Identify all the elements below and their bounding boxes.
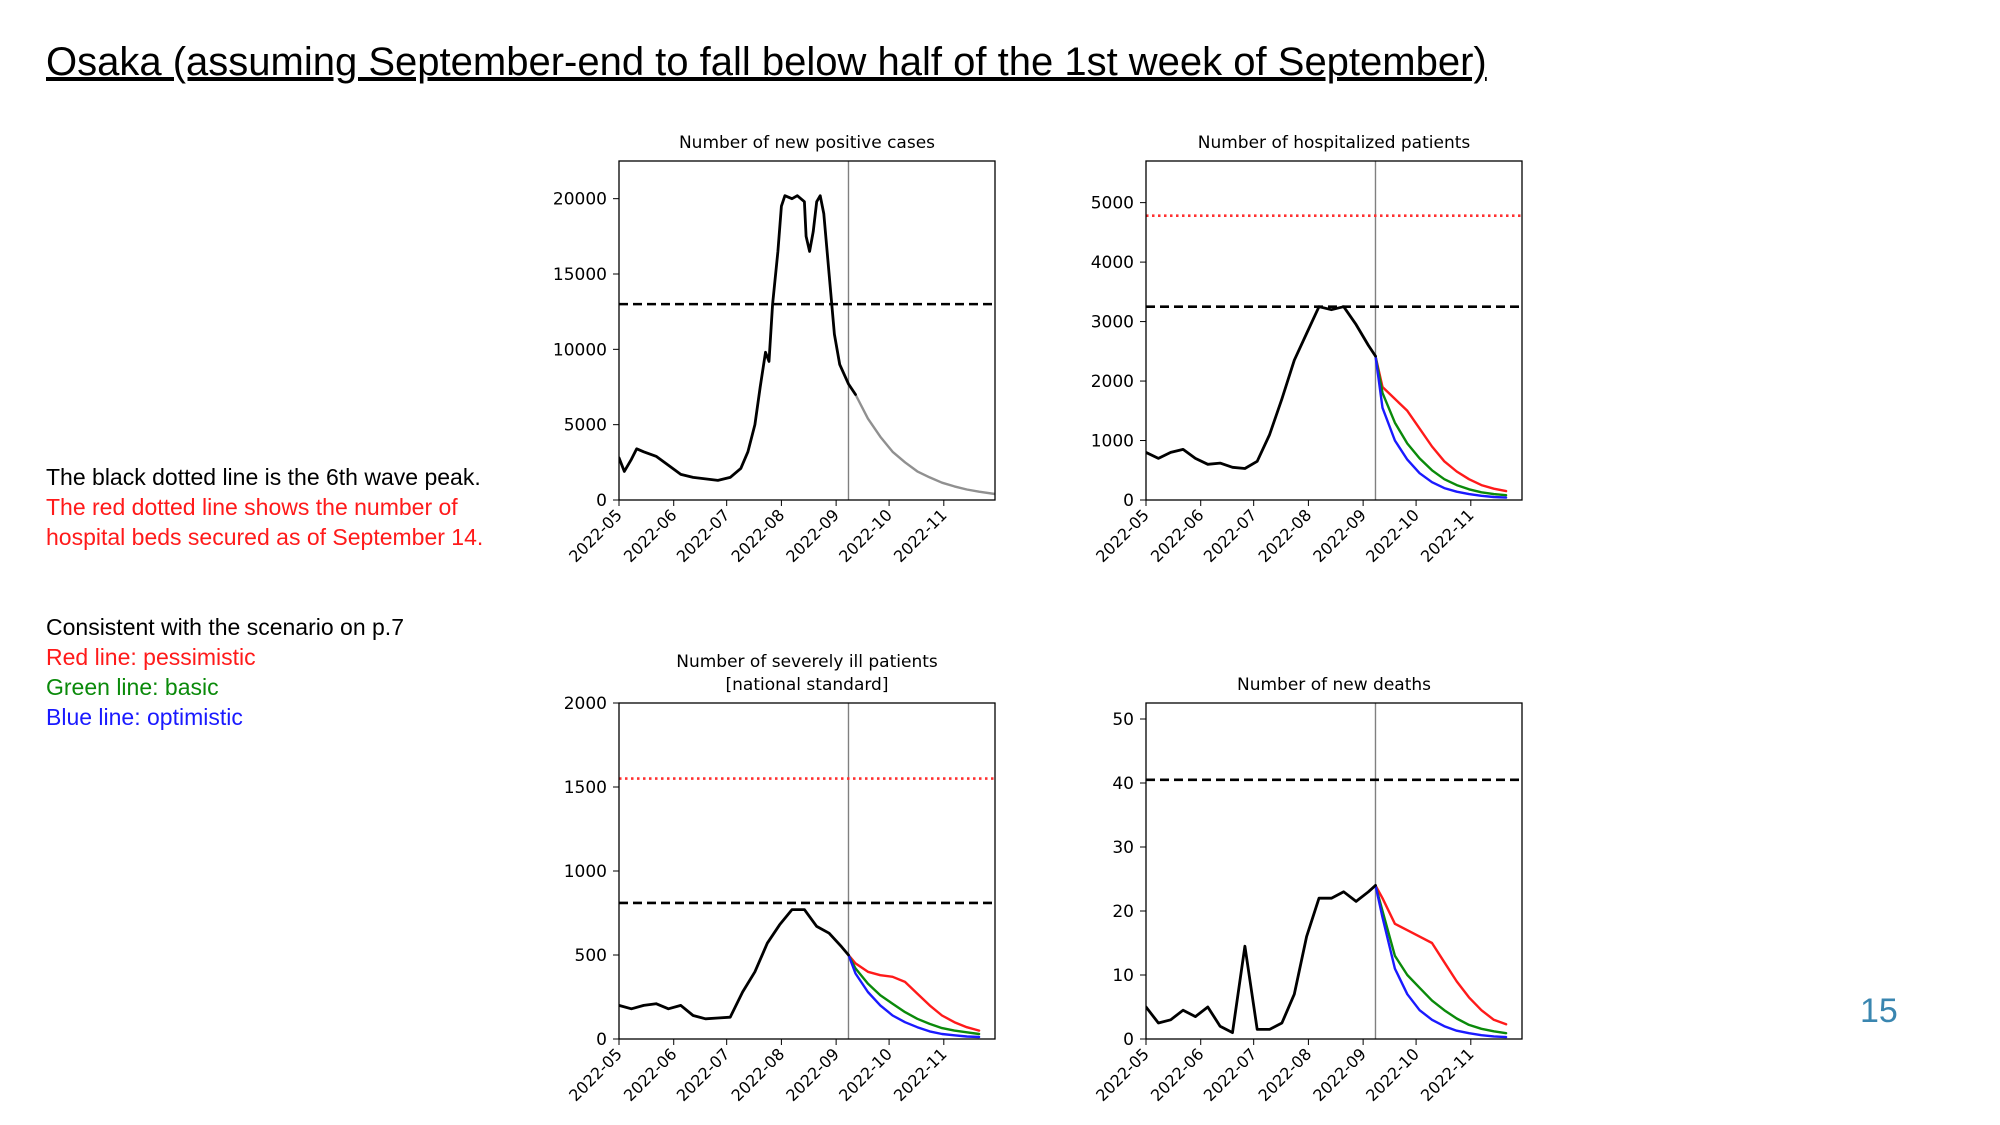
y-tick-label: 3000 <box>1091 313 1134 333</box>
y-tick-label: 0 <box>1123 491 1134 511</box>
x-tick-label: 2022-09 <box>1309 1044 1370 1105</box>
page-number: 15 <box>1860 992 1898 1030</box>
y-tick-label: 10 <box>1112 966 1134 986</box>
y-tick-label: 20000 <box>553 190 607 210</box>
y-tick-label: 10000 <box>553 340 607 360</box>
plot-area <box>1146 161 1522 500</box>
y-tick-label: 5000 <box>1091 194 1134 214</box>
peak-line-legend-note: The black dotted line is the 6th wave pe… <box>46 462 483 552</box>
scenario-legend-note: Consistent with the scenario on p.7 Red … <box>46 612 404 732</box>
beds-note-line-2: hospital beds secured as of September 14… <box>46 524 484 550</box>
y-tick-label: 40 <box>1112 774 1134 794</box>
x-tick-label: 2022-06 <box>1147 1044 1208 1105</box>
y-tick-label: 5000 <box>564 416 607 436</box>
plot-area <box>619 161 995 500</box>
y-tick-label: 20 <box>1112 902 1134 922</box>
scenario-optimistic-label: Blue line: optimistic <box>46 704 243 730</box>
y-tick-label: 4000 <box>1091 253 1134 273</box>
chart-title: Number of new deaths <box>1237 675 1431 695</box>
y-tick-label: 1000 <box>564 862 607 882</box>
x-tick-label: 2022-08 <box>1255 1044 1316 1105</box>
y-tick-label: 500 <box>575 946 607 966</box>
y-tick-label: 0 <box>596 1030 607 1050</box>
y-tick-label: 0 <box>1123 1030 1134 1050</box>
plot-frame <box>1145 160 1523 501</box>
y-tick-label: 2000 <box>564 694 607 714</box>
series-line-basic <box>847 953 981 1036</box>
y-tick-label: 1500 <box>564 778 607 798</box>
series-line-observed <box>619 194 857 482</box>
peak-note-line-1: The black dotted line is the 6th wave pe… <box>46 464 481 490</box>
series-line-observed <box>1146 305 1377 470</box>
series-line-pessimistic <box>1374 354 1508 493</box>
y-tick-label: 30 <box>1112 838 1134 858</box>
chart-title: Number of new positive cases <box>679 133 935 153</box>
y-tick-label: 2000 <box>1091 372 1134 392</box>
series-line-basic <box>1374 354 1508 497</box>
plot-frame <box>1145 702 1523 1040</box>
series-line-observed <box>619 908 850 1021</box>
chart-title: Number of hospitalized patients <box>1198 133 1471 153</box>
slide-title: Osaka (assuming September-end to fall be… <box>46 40 1487 84</box>
series-line-optimistic <box>847 953 981 1039</box>
series-line-optimistic <box>1374 354 1508 499</box>
chart-subtitle: [national standard] <box>726 675 889 695</box>
series-line-pessimistic <box>847 953 981 1032</box>
x-tick-label: 2022-10 <box>1362 1044 1423 1105</box>
x-tick-label: 2022-07 <box>1200 1044 1261 1105</box>
plot-frame <box>618 160 996 501</box>
series-line-observed <box>1146 884 1377 1034</box>
x-tick-label: 2022-11 <box>1417 1044 1478 1105</box>
scenario-intro: Consistent with the scenario on p.7 <box>46 614 404 640</box>
series-line-projection <box>854 393 995 496</box>
y-tick-label: 1000 <box>1091 432 1134 452</box>
chart-title: Number of severely ill patients <box>676 652 938 672</box>
plot-area <box>1146 703 1522 1039</box>
series-line-optimistic <box>1374 884 1508 1039</box>
plot-area <box>619 703 995 1039</box>
beds-note-line-1: The red dotted line shows the number of <box>46 494 458 520</box>
plot-frame <box>618 702 996 1040</box>
y-tick-label: 50 <box>1112 710 1134 730</box>
y-tick-label: 15000 <box>553 265 607 285</box>
scenario-pessimistic-label: Red line: pessimistic <box>46 644 256 670</box>
series-line-pessimistic <box>1374 884 1508 1026</box>
scenario-basic-label: Green line: basic <box>46 674 219 700</box>
x-tick-label: 2022-05 <box>1092 1044 1153 1105</box>
series-line-basic <box>1374 884 1508 1035</box>
y-tick-label: 0 <box>596 491 607 511</box>
